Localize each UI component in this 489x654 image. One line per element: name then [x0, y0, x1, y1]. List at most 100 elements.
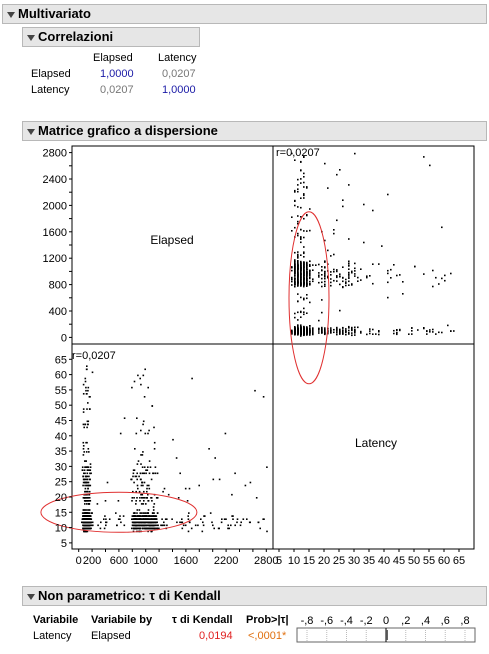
point — [85, 460, 87, 462]
point — [378, 330, 380, 333]
point — [369, 330, 371, 332]
point — [136, 484, 139, 487]
point — [212, 524, 214, 527]
point — [84, 472, 86, 475]
point — [330, 271, 332, 273]
point — [354, 330, 356, 332]
point — [300, 329, 302, 331]
point — [145, 469, 147, 471]
point — [294, 191, 296, 193]
point — [450, 272, 452, 275]
point — [85, 389, 87, 392]
point — [300, 238, 302, 240]
point — [135, 432, 138, 435]
point — [297, 184, 299, 186]
point — [213, 527, 215, 530]
point — [372, 282, 374, 285]
kendall-title-bar[interactable]: Non parametrico: τ di Kendall — [22, 586, 487, 606]
point — [86, 500, 89, 502]
scatter-matrix-title-bar[interactable]: Matrice grafico a dispersione — [22, 121, 487, 141]
point — [150, 497, 152, 499]
point — [348, 275, 350, 277]
point — [321, 277, 323, 280]
point — [158, 527, 160, 530]
point — [354, 152, 356, 155]
point — [143, 490, 145, 493]
elapsed-y-tick-label: 1600 — [43, 227, 67, 239]
point — [291, 280, 293, 283]
disclosure-icon[interactable] — [7, 11, 15, 18]
point — [303, 270, 305, 272]
point — [82, 423, 85, 426]
point — [131, 527, 133, 530]
elapsed-x-tick-label: 600 — [110, 555, 128, 567]
point — [300, 310, 302, 313]
point — [417, 329, 419, 331]
point — [88, 521, 90, 524]
latency-x-tick-label: 55 — [423, 555, 435, 567]
point — [89, 478, 91, 481]
point — [396, 331, 398, 334]
point — [208, 448, 210, 450]
point — [166, 524, 168, 527]
point — [300, 272, 302, 274]
correlations-title-bar[interactable]: Correlazioni — [22, 27, 200, 47]
point — [85, 484, 88, 487]
point — [151, 518, 154, 520]
point — [303, 172, 305, 175]
scatter-matrix-plot[interactable]: 2800240020001600120080040006560555045403… — [0, 140, 489, 580]
point — [294, 269, 296, 271]
point — [306, 330, 308, 333]
point — [303, 273, 305, 276]
point — [297, 190, 299, 193]
point — [143, 472, 146, 475]
point — [291, 230, 293, 232]
point — [291, 276, 293, 279]
point — [140, 503, 143, 505]
point — [300, 284, 302, 287]
latency-x-tick-label: 40 — [378, 555, 390, 567]
point — [154, 466, 157, 468]
latency-x-tick-label: 30 — [348, 555, 360, 567]
point — [297, 256, 299, 258]
point — [339, 329, 341, 331]
elapsed-y-tick-label: 0 — [61, 332, 67, 344]
point — [348, 329, 350, 332]
point — [234, 472, 236, 475]
point — [88, 475, 90, 478]
latency-x-tick-label: 15 — [303, 555, 315, 567]
point — [152, 509, 155, 511]
point — [140, 383, 142, 386]
point — [300, 281, 302, 284]
point — [303, 217, 305, 220]
elapsed-y-tick-label: 2000 — [43, 200, 67, 212]
point — [89, 463, 92, 465]
point — [86, 503, 88, 505]
point — [88, 408, 91, 410]
point — [306, 275, 308, 277]
point — [141, 524, 144, 527]
point — [303, 298, 305, 301]
point — [84, 484, 86, 487]
elapsed-y-tick-label: 1200 — [43, 253, 67, 265]
latency-y-tick-label: 15 — [55, 507, 67, 519]
point — [324, 331, 326, 334]
point — [83, 515, 85, 517]
point — [300, 279, 302, 281]
latency-y-tick-label: 55 — [55, 385, 67, 397]
point — [191, 377, 193, 380]
report-title-bar[interactable]: Multivariato — [2, 4, 487, 24]
point — [393, 264, 395, 266]
disclosure-icon[interactable] — [27, 128, 35, 135]
point — [201, 530, 204, 533]
point — [324, 274, 326, 277]
point — [86, 441, 88, 444]
disclosure-icon[interactable] — [27, 34, 35, 41]
point — [145, 503, 147, 505]
point — [294, 264, 296, 267]
point — [300, 266, 302, 269]
disclosure-icon[interactable] — [27, 593, 35, 600]
point — [342, 205, 344, 208]
point — [89, 518, 91, 520]
kendall-scale-label: -,4 — [340, 615, 353, 627]
